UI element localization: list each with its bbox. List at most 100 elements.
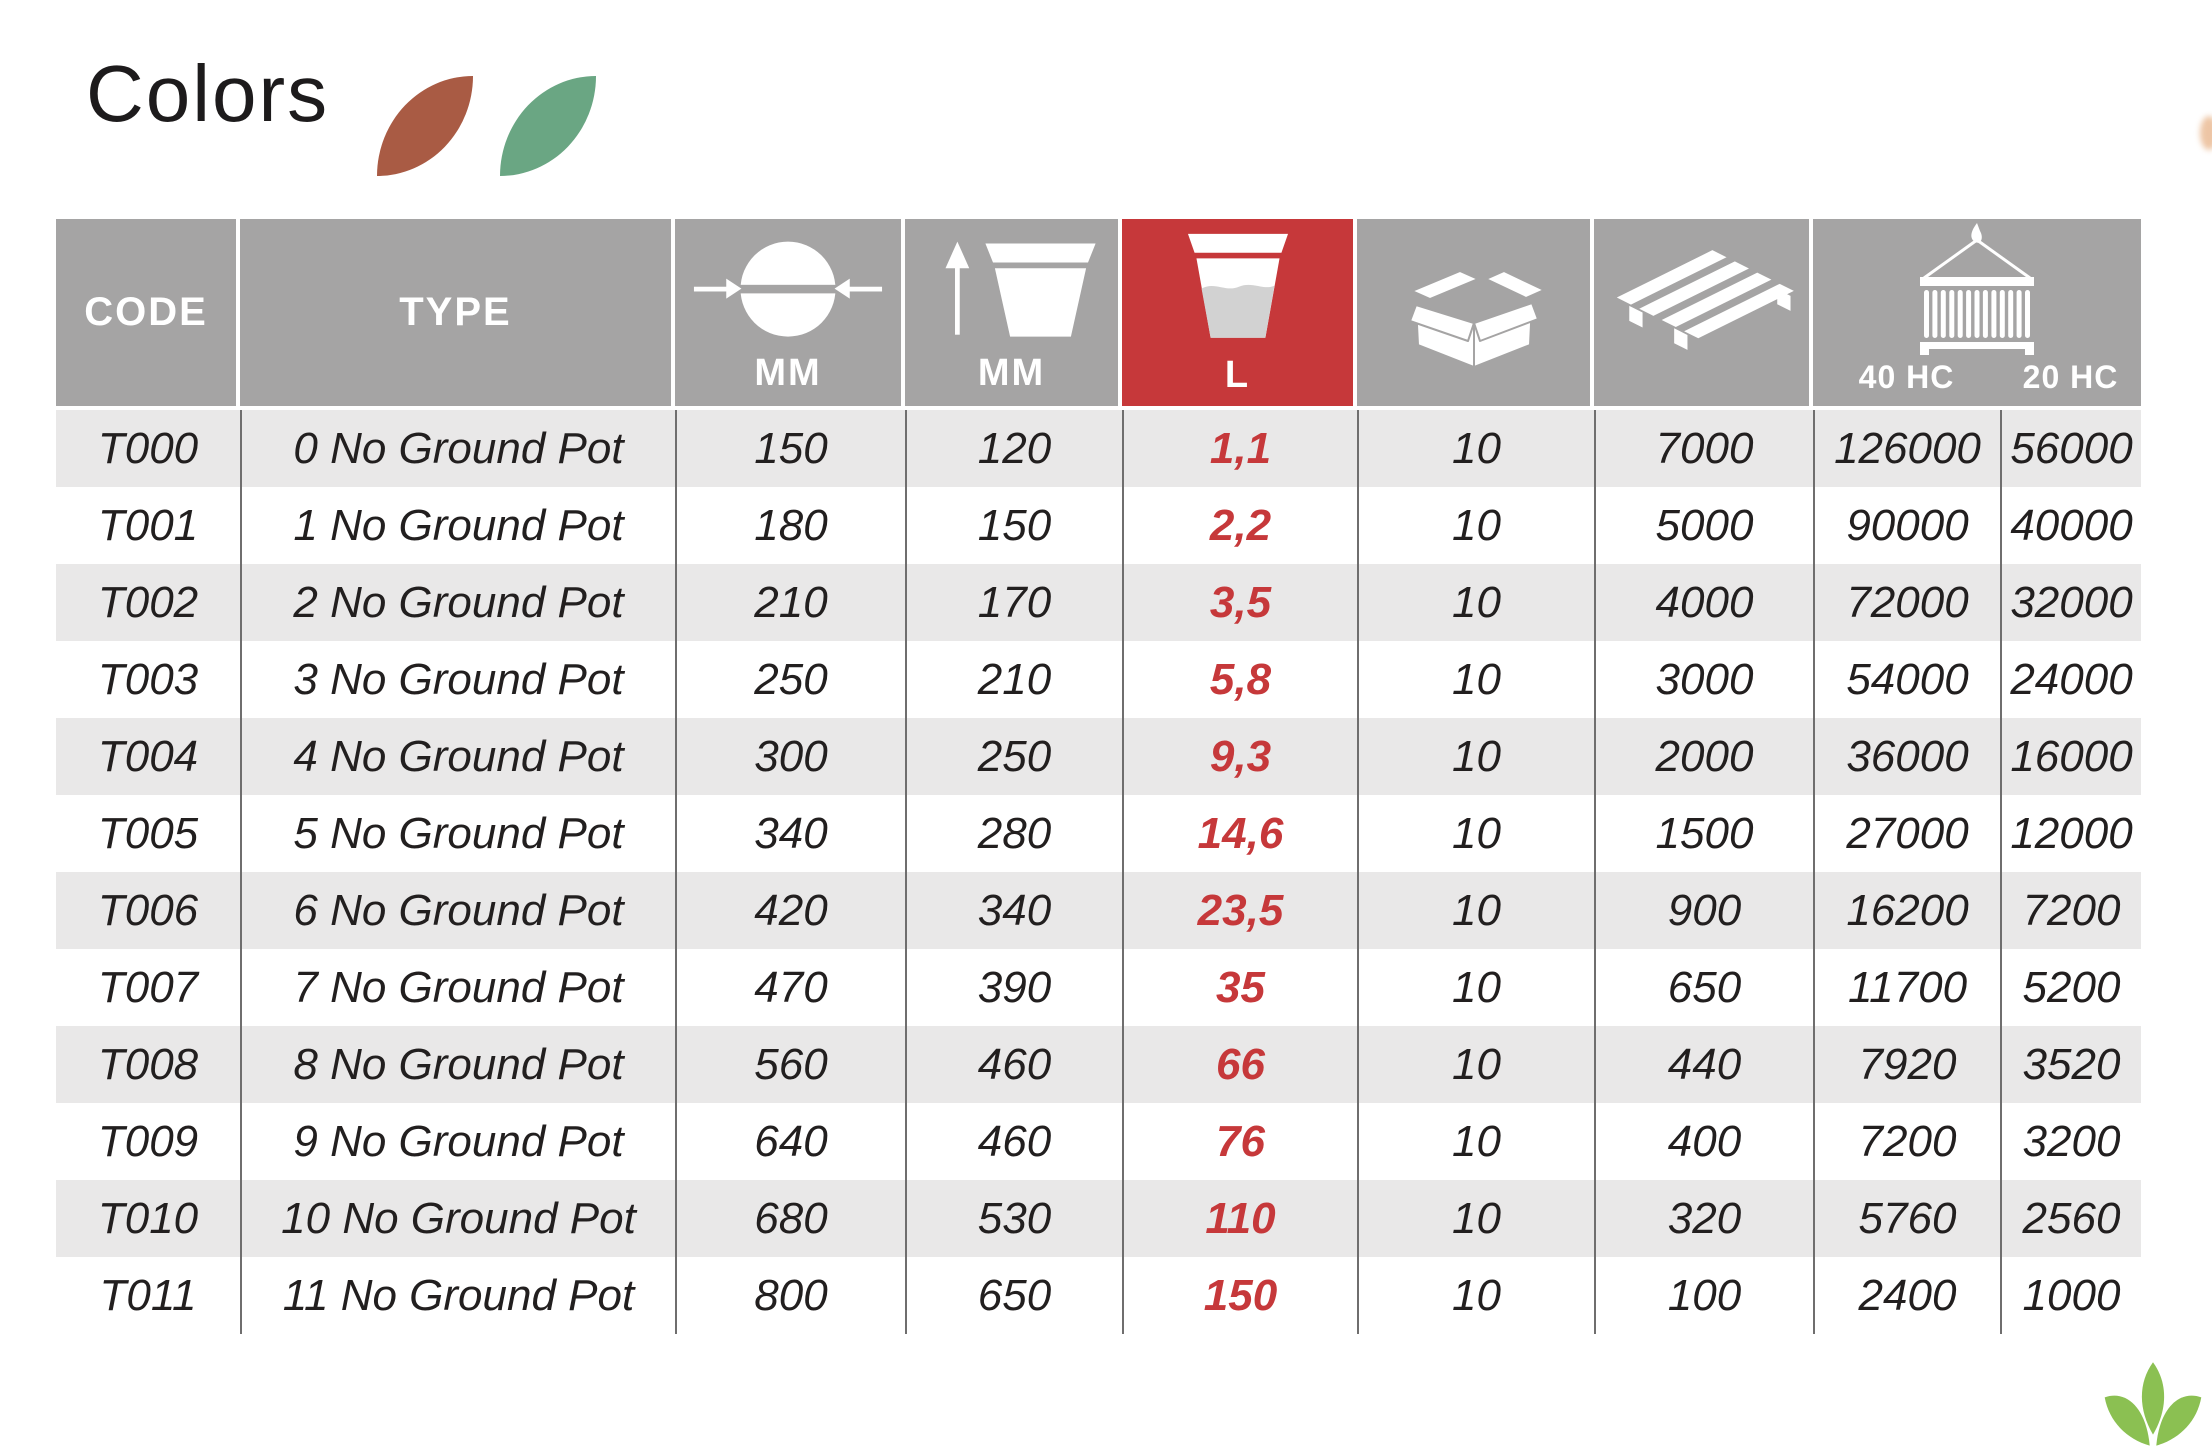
header-cell-height: MM bbox=[905, 219, 1122, 410]
brand-leaf-terracotta-icon bbox=[377, 76, 473, 176]
cell-pieces-per-box: 10 bbox=[1357, 1103, 1594, 1180]
cell-pieces-per-pallet: 2000 bbox=[1594, 718, 1813, 795]
cell-type: 8 No Ground Pot bbox=[240, 1026, 675, 1103]
cell-volume-l: 66 bbox=[1122, 1026, 1357, 1103]
cell-code: T004 bbox=[56, 718, 240, 795]
cell-pieces-per-box: 10 bbox=[1357, 718, 1594, 795]
header-cell-volume: L bbox=[1122, 219, 1357, 410]
diameter-icon bbox=[693, 241, 883, 337]
pallet-icon bbox=[1616, 250, 1794, 350]
cell-pieces-20hc: 7200 bbox=[2000, 872, 2141, 949]
cell-pieces-per-box: 10 bbox=[1357, 410, 1594, 487]
cell-pieces-per-box: 10 bbox=[1357, 872, 1594, 949]
header-cell-box bbox=[1357, 219, 1594, 410]
cell-pieces-20hc: 1000 bbox=[2000, 1257, 2141, 1334]
container-20hc-label: 20 HC bbox=[2022, 359, 2119, 395]
cell-pieces-per-box: 10 bbox=[1357, 1180, 1594, 1257]
cell-diameter-mm: 420 bbox=[675, 872, 905, 949]
cell-type: 10 No Ground Pot bbox=[240, 1180, 675, 1257]
container-icon bbox=[1920, 222, 2034, 355]
cell-type: 6 No Ground Pot bbox=[240, 872, 675, 949]
cell-pieces-per-box: 10 bbox=[1357, 1257, 1594, 1334]
cell-height-mm: 390 bbox=[905, 949, 1122, 1026]
cell-diameter-mm: 300 bbox=[675, 718, 905, 795]
cell-volume-l: 2,2 bbox=[1122, 487, 1357, 564]
cell-pieces-40hc: 36000 bbox=[1813, 718, 2000, 795]
cell-volume-l: 14,6 bbox=[1122, 795, 1357, 872]
cell-code: T003 bbox=[56, 641, 240, 718]
cell-code: T011 bbox=[56, 1257, 240, 1334]
cell-diameter-mm: 150 bbox=[675, 410, 905, 487]
cell-pieces-per-pallet: 5000 bbox=[1594, 487, 1813, 564]
cell-volume-l: 76 bbox=[1122, 1103, 1357, 1180]
cell-diameter-mm: 560 bbox=[675, 1026, 905, 1103]
cell-pieces-per-pallet: 650 bbox=[1594, 949, 1813, 1026]
cell-volume-l: 35 bbox=[1122, 949, 1357, 1026]
cell-pieces-40hc: 2400 bbox=[1813, 1257, 2000, 1334]
cell-diameter-mm: 640 bbox=[675, 1103, 905, 1180]
cell-pieces-40hc: 90000 bbox=[1813, 487, 2000, 564]
cell-pieces-per-pallet: 3000 bbox=[1594, 641, 1813, 718]
cell-pieces-per-pallet: 7000 bbox=[1594, 410, 1813, 487]
header-cell-code: CODE bbox=[56, 219, 240, 410]
cell-height-mm: 150 bbox=[905, 487, 1122, 564]
cell-pieces-per-box: 10 bbox=[1357, 564, 1594, 641]
cell-type: 2 No Ground Pot bbox=[240, 564, 675, 641]
cell-volume-l: 9,3 bbox=[1122, 718, 1357, 795]
cell-height-mm: 250 bbox=[905, 718, 1122, 795]
header-cell-diameter: MM bbox=[675, 219, 905, 410]
cell-type: 9 No Ground Pot bbox=[240, 1103, 675, 1180]
sprout-icon bbox=[2104, 1362, 2202, 1446]
cell-type: 0 No Ground Pot bbox=[240, 410, 675, 487]
cell-volume-l: 23,5 bbox=[1122, 872, 1357, 949]
cell-type: 3 No Ground Pot bbox=[240, 641, 675, 718]
cell-code: T009 bbox=[56, 1103, 240, 1180]
cell-pieces-per-box: 10 bbox=[1357, 1026, 1594, 1103]
diameter-unit-label: MM bbox=[754, 351, 822, 394]
cell-height-mm: 170 bbox=[905, 564, 1122, 641]
header-cell-container: 40 HC 20 HC bbox=[1813, 219, 2141, 410]
cell-code: T010 bbox=[56, 1180, 240, 1257]
cell-height-mm: 460 bbox=[905, 1103, 1122, 1180]
cell-code: T006 bbox=[56, 872, 240, 949]
cell-volume-l: 110 bbox=[1122, 1180, 1357, 1257]
cell-pieces-per-pallet: 440 bbox=[1594, 1026, 1813, 1103]
pot-spec-table: CODE TYPE MM MM L bbox=[56, 219, 2141, 1334]
cell-code: T008 bbox=[56, 1026, 240, 1103]
cell-pieces-40hc: 11700 bbox=[1813, 949, 2000, 1026]
cell-pieces-per-box: 10 bbox=[1357, 487, 1594, 564]
cell-diameter-mm: 250 bbox=[675, 641, 905, 718]
cell-pieces-40hc: 7920 bbox=[1813, 1026, 2000, 1103]
cell-pieces-40hc: 27000 bbox=[1813, 795, 2000, 872]
cell-height-mm: 650 bbox=[905, 1257, 1122, 1334]
cell-volume-l: 5,8 bbox=[1122, 641, 1357, 718]
cell-pieces-20hc: 12000 bbox=[2000, 795, 2141, 872]
page-title: Colors bbox=[86, 49, 330, 138]
cell-code: T000 bbox=[56, 410, 240, 487]
cell-height-mm: 280 bbox=[905, 795, 1122, 872]
cell-height-mm: 120 bbox=[905, 410, 1122, 487]
cell-pieces-20hc: 24000 bbox=[2000, 641, 2141, 718]
cell-type: 1 No Ground Pot bbox=[240, 487, 675, 564]
cell-height-mm: 340 bbox=[905, 872, 1122, 949]
cell-pieces-20hc: 40000 bbox=[2000, 487, 2141, 564]
cell-volume-l: 1,1 bbox=[1122, 410, 1357, 487]
cell-type: 5 No Ground Pot bbox=[240, 795, 675, 872]
cell-pieces-20hc: 3520 bbox=[2000, 1026, 2141, 1103]
cell-pieces-per-box: 10 bbox=[1357, 795, 1594, 872]
pot-volume-icon bbox=[1187, 233, 1288, 338]
cell-pieces-20hc: 3200 bbox=[2000, 1103, 2141, 1180]
cell-pieces-40hc: 5760 bbox=[1813, 1180, 2000, 1257]
cell-pieces-per-pallet: 900 bbox=[1594, 872, 1813, 949]
cell-pieces-40hc: 126000 bbox=[1813, 410, 2000, 487]
cell-type: 7 No Ground Pot bbox=[240, 949, 675, 1026]
container-40hc-label: 40 HC bbox=[1858, 359, 1955, 395]
cell-volume-l: 150 bbox=[1122, 1257, 1357, 1334]
edge-graphic-sliver bbox=[2200, 116, 2212, 150]
brand-leaf-green-icon bbox=[500, 76, 596, 176]
cell-height-mm: 530 bbox=[905, 1180, 1122, 1257]
cell-diameter-mm: 470 bbox=[675, 949, 905, 1026]
cell-pieces-per-pallet: 1500 bbox=[1594, 795, 1813, 872]
cell-height-mm: 460 bbox=[905, 1026, 1122, 1103]
